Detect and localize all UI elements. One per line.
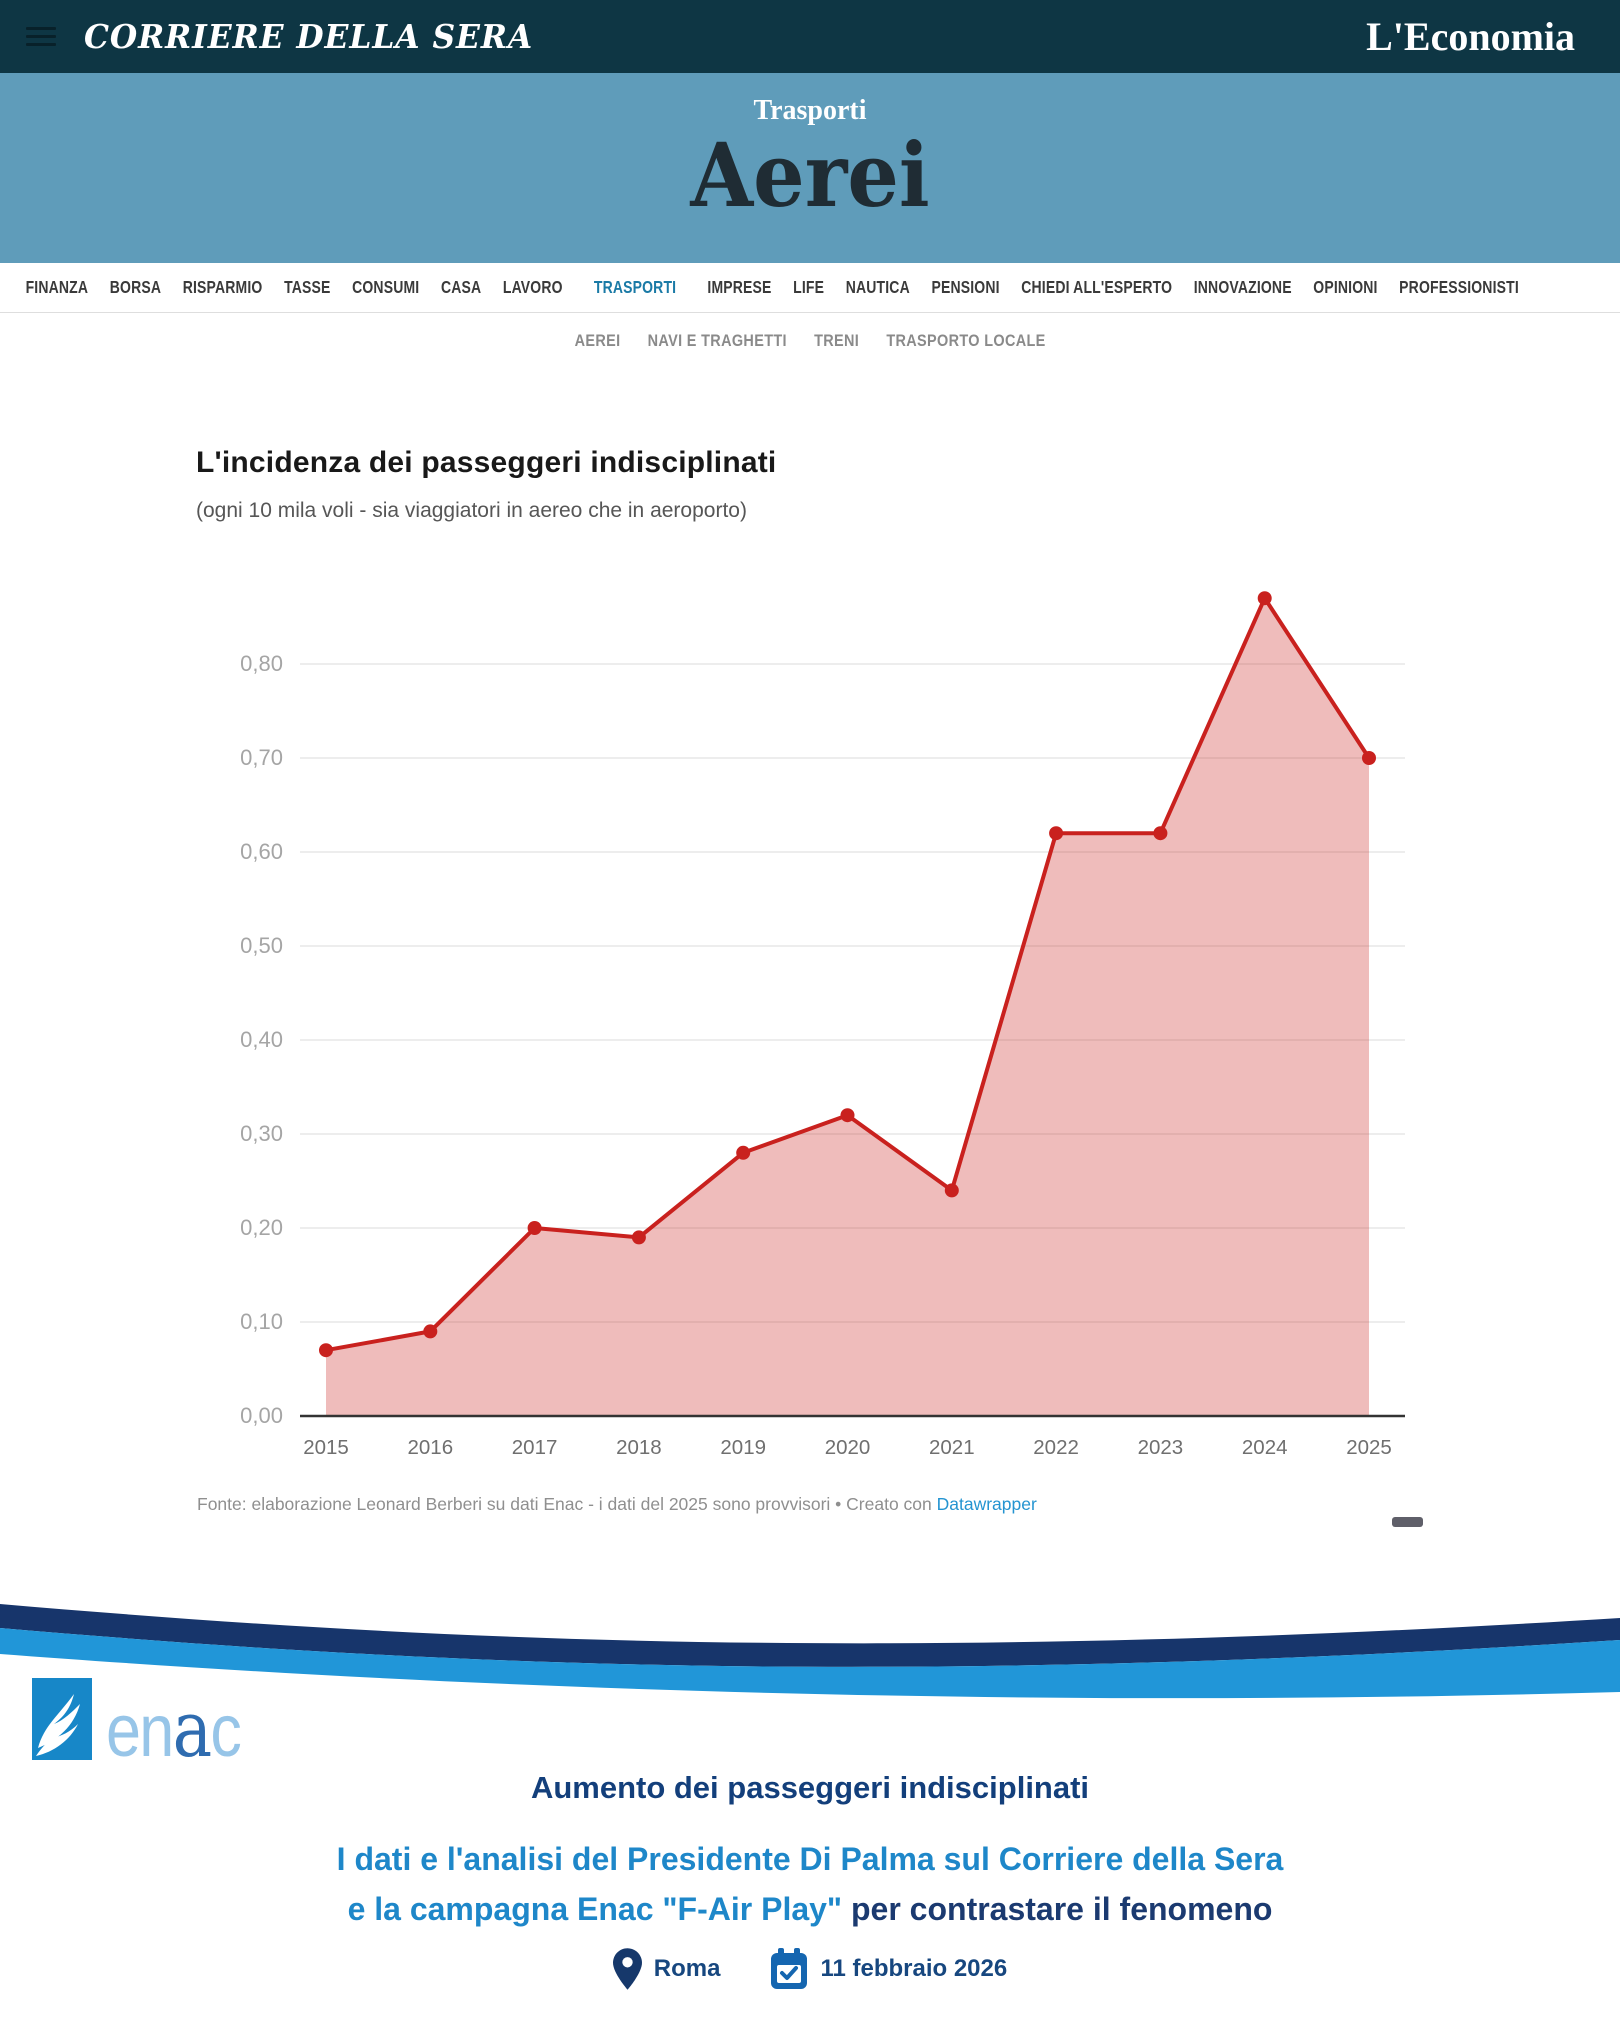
announcement-title: Aumento dei passeggeri indisciplinati	[530, 1770, 1090, 1805]
chart-source-text: Fonte: elaborazione Leonard Berberi su d…	[197, 1494, 937, 1514]
svg-text:0,80: 0,80	[240, 651, 283, 676]
enac-logo-mark-icon	[32, 1678, 92, 1760]
chart-title: L'incidenza dei passeggeri indisciplinat…	[196, 446, 777, 479]
masthead: CORRIERE DELLA SERA L'Economia	[0, 0, 1620, 73]
main-nav: FINANZA BORSA RISPARMIO TASSE CONSUMI CASA LAV…	[0, 263, 1620, 313]
announcement-meta: Roma 11 febbraio 2026	[0, 1948, 1620, 1990]
announcement-line2-rest: per contrastare il fenomeno	[842, 1891, 1273, 1927]
svg-text:2019: 2019	[720, 1436, 766, 1459]
nav-item-consumi[interactable]: CONSUMI	[352, 277, 420, 297]
nav-item-opinioni[interactable]: OPINIONI	[1313, 277, 1378, 297]
announcement-line2: e la campagna Enac "F-Air Play" per cont…	[0, 1891, 1620, 1928]
nav-item-imprese[interactable]: IMPRESE	[707, 277, 772, 297]
subnav-item-navi-e-traghetti[interactable]: NAVI E TRAGHETTI	[647, 331, 787, 350]
datawrapper-link[interactable]: Datawrapper	[936, 1494, 1037, 1514]
svg-text:2023: 2023	[1138, 1436, 1184, 1459]
section-banner: Trasporti Aerei	[0, 73, 1620, 263]
svg-text:2015: 2015	[303, 1436, 349, 1459]
banner-kicker[interactable]: Trasporti	[753, 95, 867, 126]
nav-item-finanza[interactable]: FINANZA	[25, 277, 89, 297]
svg-text:0,60: 0,60	[240, 839, 283, 864]
svg-text:0,20: 0,20	[240, 1215, 283, 1240]
svg-text:0,70: 0,70	[240, 745, 283, 770]
subnav-item-aerei[interactable]: AEREI	[574, 331, 621, 350]
chart-subtitle: (ogni 10 mila voli - sia viaggiatori in …	[196, 499, 747, 522]
wave-graphic	[0, 1604, 1620, 1699]
svg-text:2022: 2022	[1033, 1436, 1079, 1459]
svg-text:2021: 2021	[929, 1436, 975, 1459]
date-label: 11 febbraio 2026	[820, 1955, 1008, 1982]
subnav-item-treni[interactable]: TRENI	[813, 331, 860, 350]
nav-item-trasporti[interactable]: TRASPORTI	[593, 277, 677, 297]
svg-text:2016: 2016	[407, 1436, 453, 1459]
location-label: Roma	[653, 1955, 721, 1982]
svg-text:2017: 2017	[512, 1436, 558, 1459]
svg-text:0,40: 0,40	[240, 1027, 283, 1052]
main-nav-row: FINANZA BORSA RISPARMIO TASSE CONSUMI CASA LAV…	[0, 263, 1519, 312]
svg-text:2025: 2025	[1346, 1436, 1392, 1459]
nav-item-lavoro[interactable]: LAVORO	[502, 277, 563, 297]
svg-text:2018: 2018	[616, 1436, 662, 1459]
enac-letter-a: a	[172, 1685, 213, 1775]
corriere-della-sera-logo[interactable]: CORRIERE DELLA SERA	[84, 17, 534, 56]
nav-item-borsa[interactable]: BORSA	[109, 277, 162, 297]
nav-item-risparmio[interactable]: RISPARMIO	[182, 277, 263, 297]
sub-nav: AEREI NAVI E TRAGHETTI TRENI TRASPORTO LOCA…	[0, 313, 1620, 369]
svg-text:0,50: 0,50	[240, 933, 283, 958]
enac-logo-text: enac	[106, 1691, 242, 1769]
enac-logo: enac	[32, 1678, 264, 1769]
nav-item-tasse[interactable]: TASSE	[284, 277, 331, 297]
page-title: Aerei	[690, 123, 930, 227]
nav-item-innovazione[interactable]: INNOVAZIONE	[1193, 277, 1292, 297]
calendar-check-icon	[771, 1948, 808, 1989]
hamburger-menu-icon[interactable]	[26, 27, 56, 46]
map-pin-icon	[612, 1948, 642, 1990]
subnav-item-trasporto-locale[interactable]: TRASPORTO LOCALE	[886, 331, 1046, 350]
enac-letters-en: en	[106, 1689, 174, 1772]
svg-text:2024: 2024	[1242, 1436, 1288, 1459]
announcement-line1: I dati e l'analisi del Presidente Di Pal…	[336, 1841, 1284, 1877]
nav-item-casa[interactable]: CASA	[440, 277, 482, 297]
nav-item-pensioni[interactable]: PENSIONI	[931, 277, 1000, 297]
chart-source: Fonte: elaborazione Leonard Berberi su d…	[197, 1494, 1037, 1515]
svg-text:0,00: 0,00	[240, 1403, 283, 1428]
drag-handle	[1392, 1517, 1423, 1527]
svg-text:0,30: 0,30	[240, 1121, 283, 1146]
economia-logo[interactable]: L'Economia	[1366, 14, 1575, 59]
nav-item-chiedi-all-esperto[interactable]: CHIEDI ALL'ESPERTO	[1021, 277, 1173, 297]
svg-text:0,10: 0,10	[240, 1309, 283, 1334]
svg-text:2020: 2020	[825, 1436, 871, 1459]
enac-letter-c: c	[210, 1689, 241, 1772]
line-area-chart: 0,00 0,10 0,20 0,30 0,40 0,50 0,60 0,70 0,80 2015…	[240, 591, 1405, 1459]
announcement-line2-highlight: e la campagna Enac "F-Air Play"	[347, 1891, 843, 1927]
nav-item-professionisti[interactable]: PROFESSIONISTI	[1399, 277, 1519, 297]
nav-item-nautica[interactable]: NAUTICA	[845, 277, 910, 297]
sub-nav-row: AEREI NAVI E TRAGHETTI TRENI TRASPORTO LOCA…	[574, 331, 1045, 351]
nav-item-life[interactable]: LIFE	[793, 277, 825, 297]
